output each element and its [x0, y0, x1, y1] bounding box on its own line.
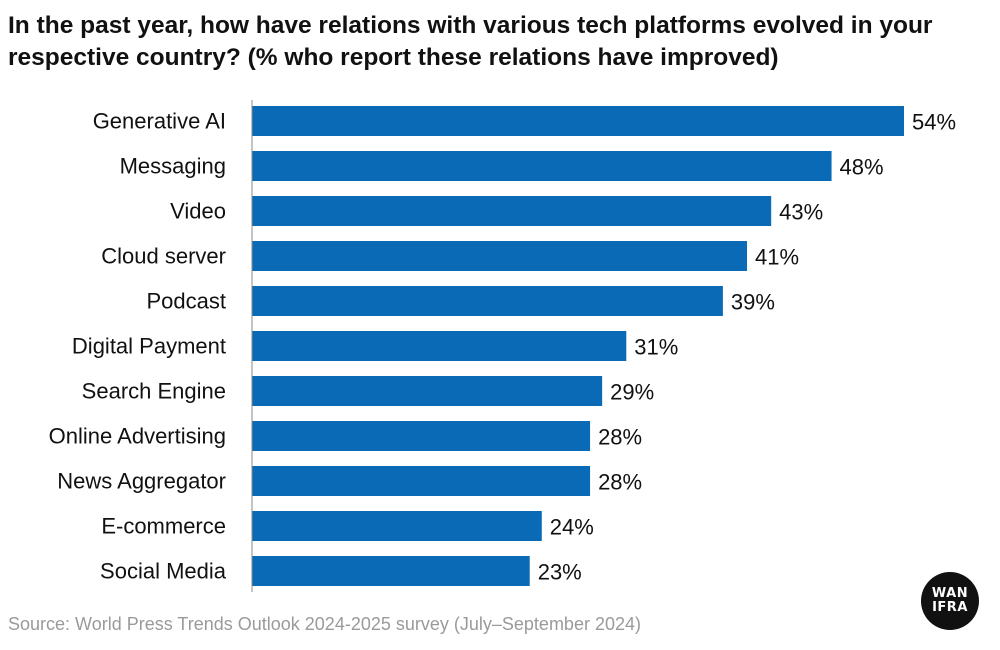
bar-podcast [252, 286, 723, 316]
value-label: 48% [840, 155, 884, 180]
wan-ifra-logo: WAN IFRA [921, 572, 979, 630]
value-label: 54% [912, 110, 956, 135]
bar-video [252, 196, 772, 226]
chart-title: In the past year, how have relations wit… [8, 12, 933, 71]
bar-search-engine [252, 376, 603, 406]
category-label: Social Media [100, 559, 227, 584]
value-label: 43% [779, 200, 823, 225]
bar-news-aggregator [252, 466, 591, 496]
bar-cloud-server [252, 241, 748, 271]
category-label: E-commerce [101, 514, 226, 539]
category-label: Podcast [147, 289, 227, 314]
category-label: Cloud server [101, 244, 226, 269]
source-note: Source: World Press Trends Outlook 2024-… [8, 614, 641, 634]
value-label: 41% [755, 245, 799, 270]
bar-e-commerce [252, 511, 542, 541]
logo-line-2: IFRA [932, 600, 968, 615]
bar-messaging [252, 151, 832, 181]
category-label: Video [170, 199, 226, 224]
value-label: 31% [634, 335, 678, 360]
category-label: Messaging [120, 154, 226, 179]
bar-social-media [252, 556, 530, 586]
category-label: Generative AI [93, 109, 226, 134]
category-label: News Aggregator [57, 469, 226, 494]
bars-group [252, 106, 904, 586]
value-label: 39% [731, 290, 775, 315]
value-label: 23% [538, 560, 582, 585]
logo-line-1: WAN [931, 586, 969, 601]
value-label: 29% [610, 380, 654, 405]
category-label: Digital Payment [72, 334, 226, 359]
value-label: 28% [598, 470, 642, 495]
category-label: Online Advertising [49, 424, 226, 449]
category-label: Search Engine [82, 379, 226, 404]
value-label: 28% [598, 425, 642, 450]
value-labels-group: 54%48%43%41%39%31%29%28%28%24%23% [538, 110, 956, 585]
bar-digital-payment [252, 331, 627, 361]
category-labels-group: Generative AI Messaging Video Cloud server P… [49, 109, 227, 584]
value-label: 24% [550, 515, 594, 540]
bar-online-advertising [252, 421, 591, 451]
bar-generative-ai [252, 106, 904, 136]
